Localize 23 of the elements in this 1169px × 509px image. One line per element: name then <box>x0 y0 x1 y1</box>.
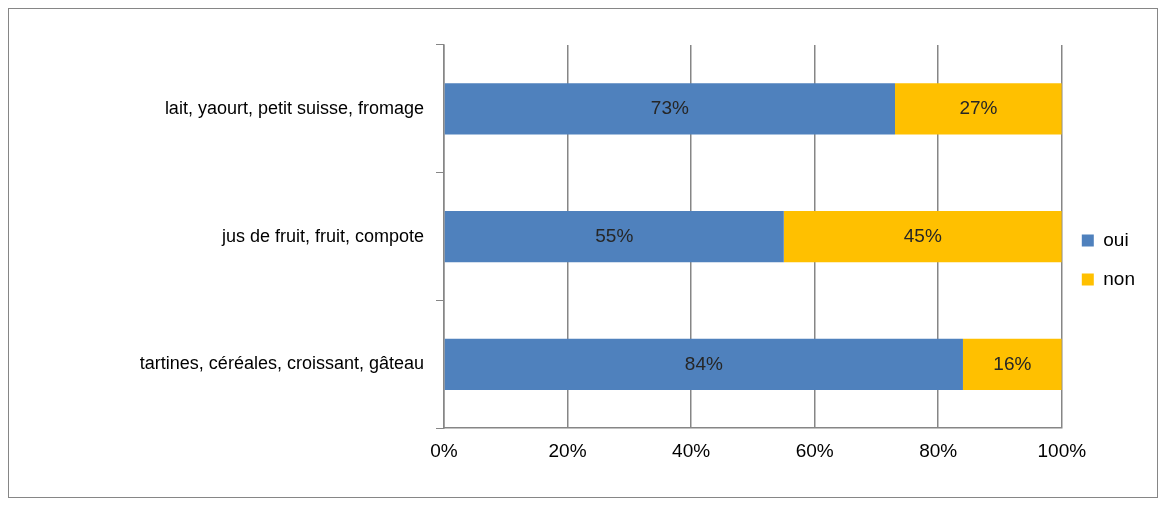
y-tick-label: jus de fruit, fruit, compote <box>220 225 424 246</box>
bar <box>894 83 1062 135</box>
x-tick-label: 0% <box>430 439 458 461</box>
x-tick-label: 20% <box>548 439 587 461</box>
x-tick-label: 40% <box>672 439 711 461</box>
x-tick-label: 80% <box>919 439 958 461</box>
data-label: 73% <box>650 97 689 119</box>
y-tick-label: tartines, céréales, croissant, gâteau <box>139 353 424 374</box>
data-label: 16% <box>993 352 1032 374</box>
data-label: 84% <box>684 352 723 374</box>
bar <box>783 211 1062 263</box>
bar <box>444 338 963 390</box>
bar <box>444 83 895 135</box>
data-label: 45% <box>903 224 942 246</box>
data-label: 27% <box>959 97 998 119</box>
x-tick-label: 60% <box>795 439 834 461</box>
y-tick-label: lait, yaourt, petit suisse, fromage <box>164 97 424 118</box>
bar <box>962 338 1062 390</box>
x-tick-label: 100% <box>1037 439 1087 461</box>
legend-label: oui <box>1103 228 1129 250</box>
data-label: 55% <box>595 224 634 246</box>
legend-label: non <box>1103 267 1135 289</box>
bar <box>444 211 784 263</box>
